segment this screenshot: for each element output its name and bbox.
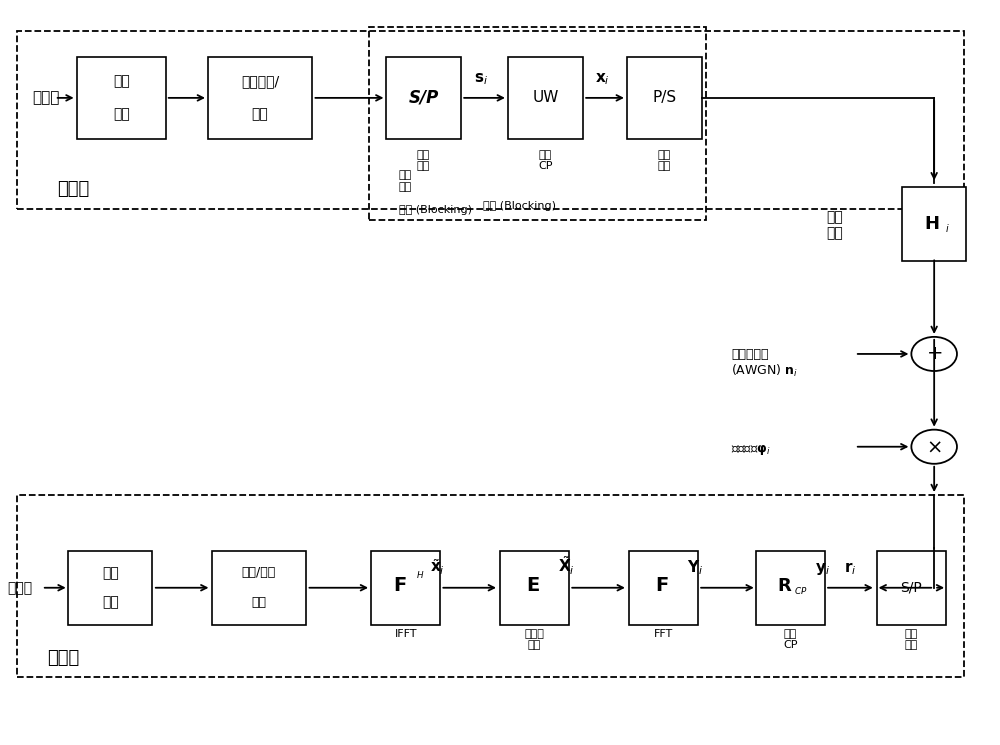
FancyBboxPatch shape [627,57,702,139]
Text: 信道
矩阵: 信道 矩阵 [827,210,843,241]
Text: P/S: P/S [652,90,677,105]
Text: $_i$: $_i$ [945,221,949,235]
Text: $+$: $+$ [926,344,942,364]
Text: $\mathbf{H}$: $\mathbf{H}$ [924,215,940,233]
Text: 并串
转换: 并串 转换 [658,150,671,171]
FancyBboxPatch shape [756,551,825,625]
Text: $\mathbf{F}$: $\mathbf{F}$ [393,576,407,595]
Text: UW: UW [532,90,559,105]
Text: $\mathbf{E}$: $\mathbf{E}$ [526,576,540,595]
Text: 串并
转换

分块 (Blocking): 串并 转换 分块 (Blocking) [399,171,472,215]
Text: S/P: S/P [408,89,439,107]
Text: $^H$: $^H$ [416,571,424,584]
Text: $\mathbf{R}$: $\mathbf{R}$ [777,577,792,595]
FancyBboxPatch shape [208,57,312,139]
Text: $\times$: $\times$ [926,437,942,456]
Text: $\mathbf{s}$$_i$: $\mathbf{s}$$_i$ [474,71,488,86]
Text: $\mathbf{Y}$$_i$: $\mathbf{Y}$$_i$ [687,559,703,577]
FancyBboxPatch shape [212,551,306,625]
Text: IFFT: IFFT [394,629,417,638]
Text: $\mathbf{x}$$_i$: $\mathbf{x}$$_i$ [595,71,609,86]
Text: 串并
转换: 串并 转换 [417,150,430,171]
Text: FFT: FFT [654,629,673,638]
FancyBboxPatch shape [500,551,569,625]
FancyBboxPatch shape [508,57,583,139]
Text: 串并
转换: 串并 转换 [905,629,918,650]
FancyBboxPatch shape [877,551,946,625]
Text: 比特流: 比特流 [7,581,32,595]
Text: $\tilde{\mathbf{X}}$$_i$: $\tilde{\mathbf{X}}$$_i$ [558,555,575,577]
FancyBboxPatch shape [902,187,966,261]
Text: 映射: 映射 [252,107,268,121]
Text: 分块 (Blocking): 分块 (Blocking) [483,200,556,211]
FancyBboxPatch shape [68,551,152,625]
Text: 判决/数字: 判决/数字 [242,566,276,580]
Text: 等效
CP: 等效 CP [538,150,553,171]
Text: 比特流: 比特流 [32,90,59,105]
Text: ${_{CP}}$: ${_{CP}}$ [794,584,807,597]
Text: 接收机: 接收机 [47,649,79,668]
FancyBboxPatch shape [629,551,698,625]
Text: 移除
CP: 移除 CP [783,629,798,650]
Text: 解码: 解码 [102,595,119,609]
Circle shape [911,337,957,371]
Text: 信道: 信道 [113,74,130,89]
Text: 频域均
衡器: 频域均 衡器 [525,629,545,650]
Text: 发射机: 发射机 [57,180,89,198]
Text: 数字调制/: 数字调制/ [241,74,279,89]
Text: $\mathbf{r}$$_i$: $\mathbf{r}$$_i$ [844,561,857,577]
Text: 相位噪声$\mathbf{φ}$$_i$: 相位噪声$\mathbf{φ}$$_i$ [731,443,771,457]
Text: 信道: 信道 [102,566,119,580]
Text: $\mathbf{F}$: $\mathbf{F}$ [655,576,668,595]
Circle shape [911,430,957,464]
Text: $\tilde{\mathbf{x}}$$_i$: $\tilde{\mathbf{x}}$$_i$ [430,558,445,577]
FancyBboxPatch shape [371,551,440,625]
FancyBboxPatch shape [386,57,461,139]
Text: 编码: 编码 [113,107,130,121]
FancyBboxPatch shape [77,57,166,139]
Text: 解调: 解调 [251,596,266,609]
Text: $\mathbf{y}$$_i$: $\mathbf{y}$$_i$ [815,561,830,577]
Text: S/P: S/P [900,581,922,595]
Text: 高斯白噪声
(AWGN) $\mathbf{n}$$_i$: 高斯白噪声 (AWGN) $\mathbf{n}$$_i$ [731,348,798,379]
